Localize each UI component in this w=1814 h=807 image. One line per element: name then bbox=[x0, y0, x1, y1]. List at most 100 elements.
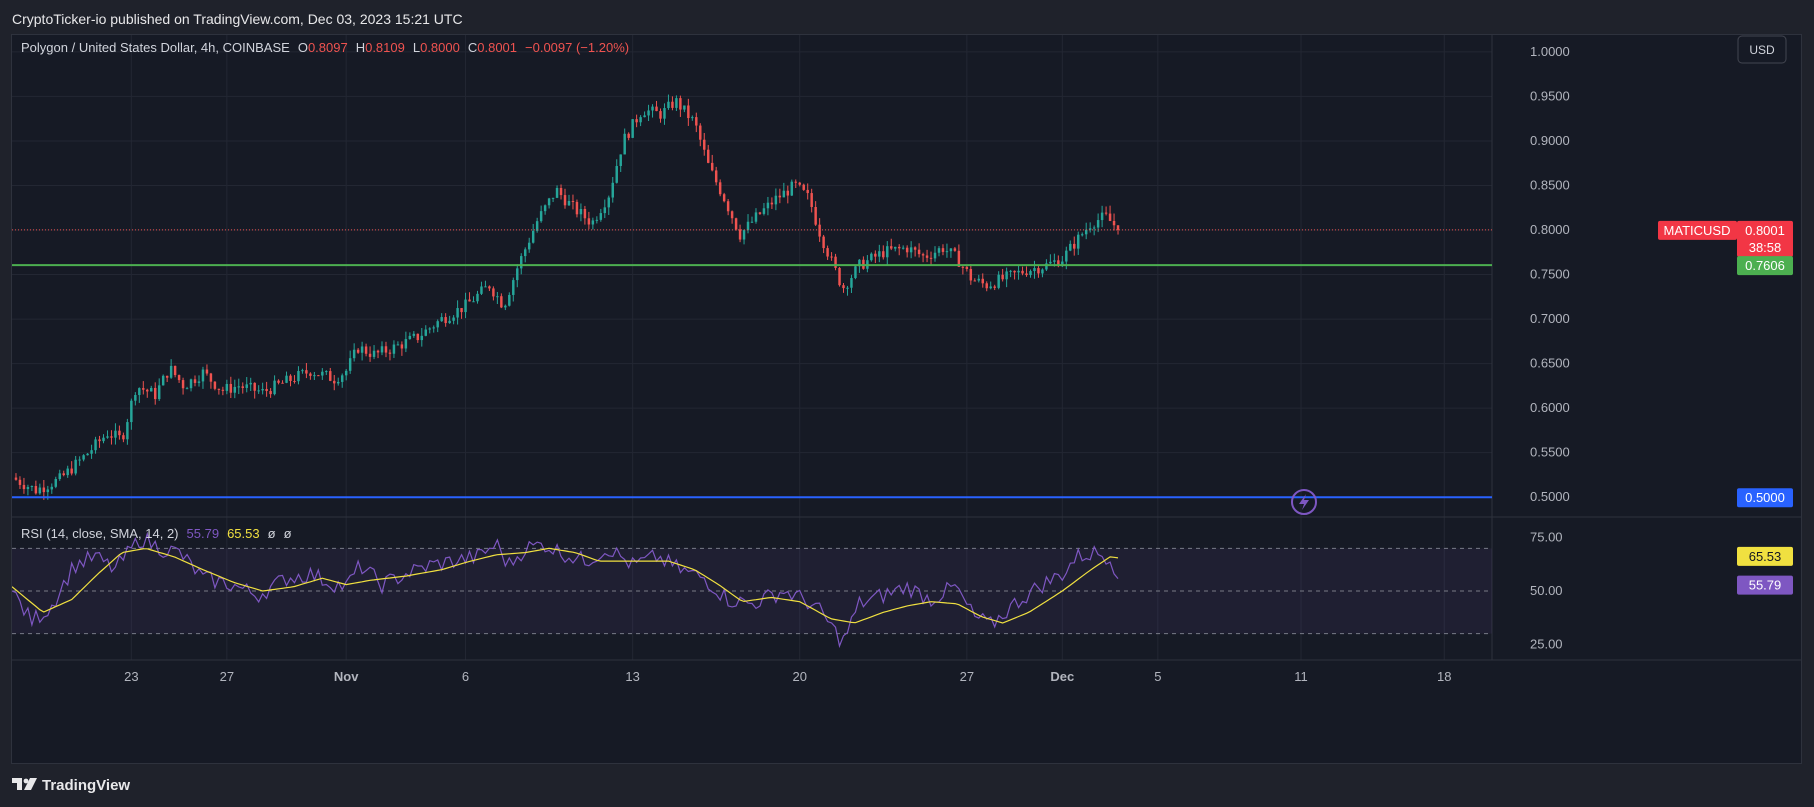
candle-body bbox=[309, 373, 312, 376]
candle-body bbox=[94, 439, 97, 451]
candle-body bbox=[683, 105, 686, 110]
candle-body bbox=[527, 242, 531, 250]
candle-body bbox=[1033, 268, 1036, 272]
candle-body bbox=[603, 207, 607, 214]
candle-body bbox=[348, 358, 352, 371]
candle-body bbox=[138, 388, 141, 395]
candle-body bbox=[905, 247, 909, 253]
candle-body bbox=[965, 266, 969, 269]
rsi-sma-label: 65.53 bbox=[1749, 549, 1782, 564]
candle-body bbox=[233, 386, 237, 393]
candle-body bbox=[213, 381, 217, 389]
candle-body bbox=[54, 479, 57, 487]
usd-button[interactable]: USD bbox=[1737, 35, 1787, 64]
candle-body bbox=[177, 375, 181, 381]
candle-body bbox=[1021, 270, 1024, 274]
candle-body bbox=[850, 278, 853, 288]
candle-body bbox=[1017, 270, 1020, 273]
candle-body bbox=[810, 193, 813, 207]
candle-body bbox=[651, 106, 654, 111]
candle-body bbox=[181, 380, 185, 389]
candle-body bbox=[746, 221, 750, 231]
candle-body bbox=[679, 98, 682, 110]
candle-body bbox=[929, 257, 933, 259]
candle-body bbox=[691, 117, 694, 119]
candle-body bbox=[583, 209, 587, 219]
candle-body bbox=[249, 382, 252, 385]
usd-button-label[interactable]: USD bbox=[1749, 43, 1775, 57]
candle-body bbox=[587, 218, 591, 225]
candle-body bbox=[504, 305, 507, 308]
chart-canvas[interactable]: 1.0000 0.9500 0.9000 0.8500 0.8000 0.7500 0.70… bbox=[12, 35, 1801, 763]
candle-body bbox=[444, 317, 447, 324]
candle-body bbox=[50, 486, 54, 490]
candle-body bbox=[1037, 268, 1040, 274]
candle-body bbox=[1116, 225, 1120, 230]
publisher-line: CryptoTicker-io published on TradingView… bbox=[12, 11, 463, 27]
last-price-tag: MATICUSD 0.8001 38:58 bbox=[1658, 220, 1793, 257]
candle-body bbox=[372, 350, 376, 357]
candle-body bbox=[297, 370, 300, 382]
candle-body bbox=[313, 375, 316, 377]
candle-body bbox=[18, 479, 22, 485]
candle-body bbox=[157, 385, 161, 400]
candle-body bbox=[667, 101, 670, 109]
candle-body bbox=[559, 187, 563, 196]
candle-body bbox=[977, 278, 981, 281]
candle-body bbox=[1112, 220, 1116, 226]
legend-title: Polygon / United States Dollar, 4h, COIN… bbox=[21, 40, 290, 55]
candle-body bbox=[1053, 260, 1056, 262]
candle-body bbox=[460, 308, 463, 313]
candle-body bbox=[631, 119, 634, 138]
candle-body bbox=[655, 106, 658, 112]
candle-body bbox=[512, 280, 515, 295]
candle-body bbox=[1009, 270, 1012, 272]
candle-body bbox=[432, 327, 435, 329]
candle-body bbox=[575, 201, 579, 215]
candle-body bbox=[766, 202, 770, 209]
candle-body bbox=[384, 346, 388, 353]
candle-body bbox=[798, 182, 801, 185]
candle-body bbox=[778, 195, 782, 198]
legend-change: −0.0097 (−1.20%) bbox=[525, 40, 629, 55]
candle-body bbox=[659, 111, 662, 119]
blue-line-label: 0.5000 bbox=[1745, 490, 1785, 505]
time-tick-label: 27 bbox=[220, 669, 234, 684]
candle-body bbox=[718, 182, 722, 195]
candle-body bbox=[901, 247, 905, 249]
time-tick-label: 13 bbox=[625, 669, 639, 684]
time-tick-label: 6 bbox=[462, 669, 469, 684]
tradingview-logo-icon[interactable] bbox=[12, 776, 38, 792]
candle-body bbox=[360, 346, 364, 353]
candle-body bbox=[78, 459, 81, 461]
time-tick-label: 5 bbox=[1154, 669, 1161, 684]
candle-body bbox=[420, 335, 424, 341]
candle-body bbox=[237, 386, 241, 388]
candle-body bbox=[122, 435, 125, 440]
candle-body bbox=[770, 202, 774, 205]
candle-body bbox=[531, 230, 535, 243]
candle-body bbox=[488, 286, 491, 289]
candle-body bbox=[281, 382, 284, 384]
candle-body bbox=[321, 371, 324, 376]
candle-body bbox=[150, 387, 153, 392]
candle-body bbox=[217, 388, 221, 390]
candle-body bbox=[523, 249, 527, 257]
candle-body bbox=[806, 189, 809, 194]
price-tick-label: 0.5000 bbox=[1530, 489, 1570, 504]
candle-body bbox=[734, 218, 738, 230]
lightning-icon[interactable] bbox=[1291, 489, 1317, 515]
candle-body bbox=[428, 328, 431, 330]
rsi-sma-tag: 65.53 bbox=[1737, 546, 1793, 566]
candle-body bbox=[647, 110, 650, 116]
candle-body bbox=[1057, 260, 1060, 267]
candle-body bbox=[663, 108, 666, 119]
candle-body bbox=[535, 221, 539, 231]
candle-body bbox=[730, 211, 734, 219]
candle-body bbox=[882, 251, 885, 258]
candle-body bbox=[221, 389, 225, 391]
candle-body bbox=[917, 249, 921, 255]
candle-body bbox=[949, 248, 953, 252]
candle-body bbox=[997, 274, 1000, 288]
chart-frame[interactable]: 1.0000 0.9500 0.9000 0.8500 0.8000 0.7500 0.70… bbox=[11, 34, 1802, 764]
